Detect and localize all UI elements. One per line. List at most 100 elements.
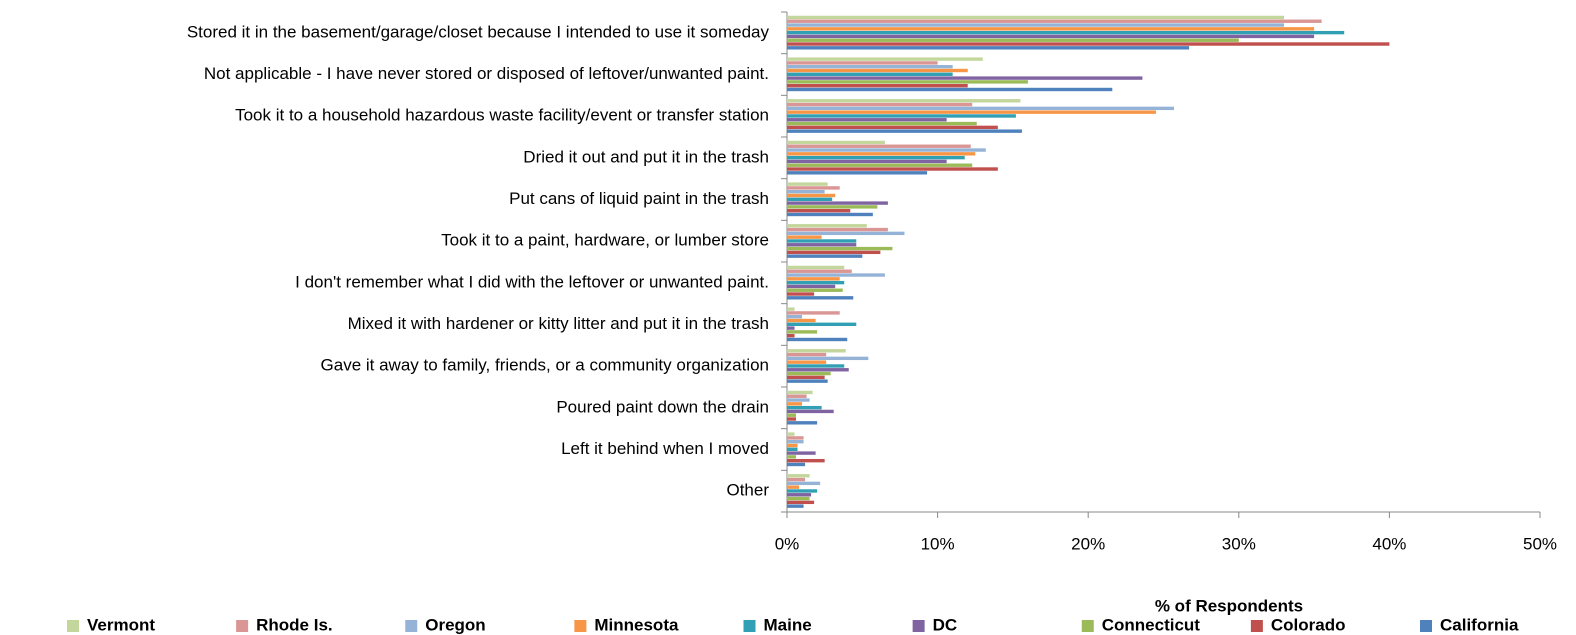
- bar: [787, 349, 846, 353]
- bar: [787, 87, 1113, 92]
- bar: [787, 462, 806, 467]
- legend-swatch: [67, 620, 79, 632]
- bar: [787, 485, 800, 489]
- bar: [787, 239, 857, 243]
- bar: [787, 405, 822, 410]
- bar: [787, 197, 833, 201]
- bar: [787, 38, 1239, 42]
- bar: [787, 402, 803, 406]
- bar: [787, 121, 977, 126]
- bar: [787, 110, 1156, 114]
- bar: [787, 61, 938, 65]
- bar: [787, 364, 845, 368]
- bar: [787, 493, 812, 497]
- bar: [787, 375, 825, 380]
- bar: [787, 432, 795, 436]
- bar: [787, 360, 827, 364]
- bar: [787, 23, 1284, 27]
- bar: [787, 307, 795, 311]
- bar: [787, 504, 804, 508]
- legend-label: Oregon: [425, 615, 485, 634]
- bar: [787, 451, 816, 455]
- bar: [787, 152, 976, 156]
- bar: [787, 280, 845, 285]
- bar: [787, 273, 885, 277]
- y-tick-label: Poured paint down the drain: [556, 397, 769, 416]
- bar: [787, 277, 840, 281]
- bar: [787, 288, 843, 292]
- bar: [787, 27, 1315, 31]
- bar: [787, 337, 848, 342]
- bar: [787, 496, 810, 501]
- bar: [787, 208, 851, 213]
- legend-swatch: [912, 620, 925, 632]
- legend-swatch: [574, 620, 587, 632]
- y-tick-label: Dried it out and put it in the trash: [523, 147, 769, 166]
- bar: [787, 315, 803, 319]
- bar: [787, 190, 825, 194]
- bar: [787, 458, 825, 463]
- bar: [787, 148, 986, 152]
- bar: [787, 68, 968, 73]
- y-tick-label: Put cans of liquid paint in the trash: [509, 189, 769, 208]
- bar: [787, 371, 831, 376]
- x-tick-label: 50%: [1523, 534, 1557, 553]
- bar: [787, 235, 822, 239]
- bar: [787, 129, 1022, 133]
- bar: [787, 140, 885, 145]
- bar: [787, 243, 857, 247]
- x-axis-title: % of Respondents: [1155, 596, 1303, 615]
- bar: [787, 311, 840, 315]
- legend-swatch: [236, 620, 249, 632]
- bar: [787, 417, 797, 421]
- bar: [787, 500, 815, 505]
- bar: [787, 254, 863, 258]
- bar: [787, 246, 893, 251]
- legend-label: Colorado: [1271, 615, 1346, 634]
- bar: [787, 326, 795, 330]
- legend-label: Maine: [764, 615, 812, 634]
- bar: [787, 42, 1390, 46]
- bar: [787, 19, 1322, 23]
- bar: [787, 106, 1175, 111]
- legend-swatch: [405, 620, 418, 632]
- bar: [787, 356, 869, 361]
- x-tick-label: 0%: [775, 534, 800, 553]
- bar: [787, 440, 804, 444]
- bar: [787, 390, 813, 395]
- bar: [787, 171, 928, 175]
- bar: [787, 398, 810, 402]
- y-tick-label: Mixed it with hardener or kitty litter a…: [348, 314, 769, 333]
- legend-label: Rhode Is.: [256, 615, 333, 634]
- bar: [787, 436, 804, 440]
- bar: [787, 125, 998, 130]
- bar: [787, 186, 840, 190]
- bar: [787, 250, 881, 255]
- bar: [787, 193, 836, 198]
- bar: [787, 118, 947, 122]
- bar: [787, 155, 965, 160]
- legend-label: California: [1440, 615, 1519, 634]
- legend-label: Vermont: [87, 615, 155, 634]
- y-tick-label: Not applicable - I have never stored or …: [204, 64, 769, 83]
- bar: [787, 368, 849, 372]
- bar: [787, 46, 1190, 50]
- legend-swatch: [743, 620, 756, 632]
- bar: [787, 292, 815, 296]
- bar: [787, 447, 798, 451]
- bar: [787, 318, 816, 323]
- bar: [787, 352, 827, 357]
- bar: [787, 76, 1143, 80]
- bar: [787, 167, 998, 171]
- bar: [787, 224, 867, 228]
- legend-label: Connecticut: [1102, 615, 1201, 634]
- bar: [787, 296, 854, 300]
- bar: [787, 269, 852, 273]
- y-tick-label: Left it behind when I moved: [561, 439, 769, 458]
- bar: [787, 30, 1345, 35]
- bar: [787, 379, 828, 383]
- x-tick-label: 10%: [921, 534, 955, 553]
- y-tick-label: Stored it in the basement/garage/closet …: [187, 22, 770, 41]
- legend-swatch: [1420, 620, 1432, 632]
